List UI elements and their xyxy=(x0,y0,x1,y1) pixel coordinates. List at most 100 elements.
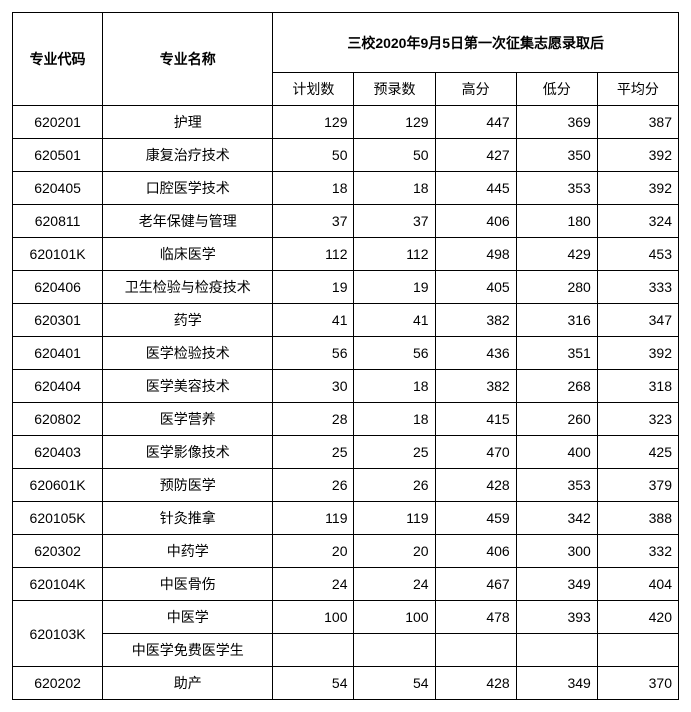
table-cell: 260 xyxy=(516,403,597,436)
cell-code: 620406 xyxy=(13,271,103,304)
table-cell xyxy=(273,634,354,667)
table-row: 620401医学检验技术5656436351392 xyxy=(13,337,679,370)
table-cell: 25 xyxy=(273,436,354,469)
table-cell: 353 xyxy=(516,469,597,502)
table-row: 620103K中医学100100478393420 xyxy=(13,601,679,634)
table-cell: 41 xyxy=(354,304,435,337)
table-cell: 119 xyxy=(354,502,435,535)
table-cell: 351 xyxy=(516,337,597,370)
cell-code: 620103K xyxy=(13,601,103,667)
table-cell: 406 xyxy=(435,535,516,568)
table-cell: 180 xyxy=(516,205,597,238)
table-cell: 400 xyxy=(516,436,597,469)
table-cell: 447 xyxy=(435,106,516,139)
table-cell: 18 xyxy=(354,403,435,436)
table-row: 620104K中医骨伤2424467349404 xyxy=(13,568,679,601)
table-cell: 19 xyxy=(273,271,354,304)
table-row: 620301药学4141382316347 xyxy=(13,304,679,337)
cell-code: 620202 xyxy=(13,667,103,700)
table-cell: 28 xyxy=(273,403,354,436)
table-cell: 26 xyxy=(273,469,354,502)
table-cell: 112 xyxy=(354,238,435,271)
table-cell: 100 xyxy=(273,601,354,634)
table-cell: 18 xyxy=(354,172,435,205)
table-cell: 498 xyxy=(435,238,516,271)
table-cell: 429 xyxy=(516,238,597,271)
table-cell: 332 xyxy=(597,535,678,568)
cell-name: 助产 xyxy=(103,667,273,700)
col-header-code: 专业代码 xyxy=(13,13,103,106)
table-cell xyxy=(354,634,435,667)
table-cell: 41 xyxy=(273,304,354,337)
table-cell: 18 xyxy=(273,172,354,205)
col-header-group: 三校2020年9月5日第一次征集志愿录取后 xyxy=(273,13,679,73)
table-cell: 333 xyxy=(597,271,678,304)
table-cell: 56 xyxy=(354,337,435,370)
admission-table: 专业代码 专业名称 三校2020年9月5日第一次征集志愿录取后 计划数 预录数 … xyxy=(12,12,679,700)
table-cell: 25 xyxy=(354,436,435,469)
col-header-name: 专业名称 xyxy=(103,13,273,106)
cell-code: 620101K xyxy=(13,238,103,271)
cell-code: 620201 xyxy=(13,106,103,139)
table-cell xyxy=(597,634,678,667)
table-row: 620202助产5454428349370 xyxy=(13,667,679,700)
table-cell: 20 xyxy=(273,535,354,568)
col-header-avg: 平均分 xyxy=(597,73,678,106)
table-cell: 112 xyxy=(273,238,354,271)
cell-code: 620404 xyxy=(13,370,103,403)
table-cell: 24 xyxy=(354,568,435,601)
table-cell: 453 xyxy=(597,238,678,271)
cell-name: 针灸推拿 xyxy=(103,502,273,535)
cell-name: 中医学免费医学生 xyxy=(103,634,273,667)
table-cell: 56 xyxy=(273,337,354,370)
cell-name: 医学营养 xyxy=(103,403,273,436)
table-row: 620302中药学2020406300332 xyxy=(13,535,679,568)
table-cell: 50 xyxy=(273,139,354,172)
table-cell: 436 xyxy=(435,337,516,370)
table-cell: 420 xyxy=(597,601,678,634)
table-cell: 18 xyxy=(354,370,435,403)
cell-code: 620405 xyxy=(13,172,103,205)
table-cell: 342 xyxy=(516,502,597,535)
cell-name: 中医骨伤 xyxy=(103,568,273,601)
table-cell: 425 xyxy=(597,436,678,469)
table-row: 620404医学美容技术3018382268318 xyxy=(13,370,679,403)
table-cell: 382 xyxy=(435,370,516,403)
cell-name: 药学 xyxy=(103,304,273,337)
table-cell: 19 xyxy=(354,271,435,304)
table-row: 620601K预防医学2626428353379 xyxy=(13,469,679,502)
cell-code: 620105K xyxy=(13,502,103,535)
table-cell: 387 xyxy=(597,106,678,139)
table-row: 620105K针灸推拿119119459342388 xyxy=(13,502,679,535)
table-cell: 428 xyxy=(435,469,516,502)
table-cell: 379 xyxy=(597,469,678,502)
table-cell: 350 xyxy=(516,139,597,172)
table-cell: 478 xyxy=(435,601,516,634)
cell-name: 医学影像技术 xyxy=(103,436,273,469)
cell-name: 护理 xyxy=(103,106,273,139)
table-cell: 349 xyxy=(516,568,597,601)
table-cell: 100 xyxy=(354,601,435,634)
cell-name: 预防医学 xyxy=(103,469,273,502)
header-row-main: 专业代码 专业名称 三校2020年9月5日第一次征集志愿录取后 xyxy=(13,13,679,73)
cell-code: 620403 xyxy=(13,436,103,469)
cell-name: 中药学 xyxy=(103,535,273,568)
cell-code: 620601K xyxy=(13,469,103,502)
col-header-plan: 计划数 xyxy=(273,73,354,106)
cell-code: 620401 xyxy=(13,337,103,370)
table-row: 620406卫生检验与检疫技术1919405280333 xyxy=(13,271,679,304)
cell-name: 卫生检验与检疫技术 xyxy=(103,271,273,304)
table-cell: 353 xyxy=(516,172,597,205)
table-cell: 388 xyxy=(597,502,678,535)
col-header-low: 低分 xyxy=(516,73,597,106)
table-cell: 382 xyxy=(435,304,516,337)
table-cell: 470 xyxy=(435,436,516,469)
table-cell: 316 xyxy=(516,304,597,337)
table-cell: 323 xyxy=(597,403,678,436)
table-cell: 445 xyxy=(435,172,516,205)
table-cell: 467 xyxy=(435,568,516,601)
cell-code: 620104K xyxy=(13,568,103,601)
table-cell: 428 xyxy=(435,667,516,700)
table-body: 620201护理129129447369387620501康复治疗技术50504… xyxy=(13,106,679,700)
table-cell: 349 xyxy=(516,667,597,700)
